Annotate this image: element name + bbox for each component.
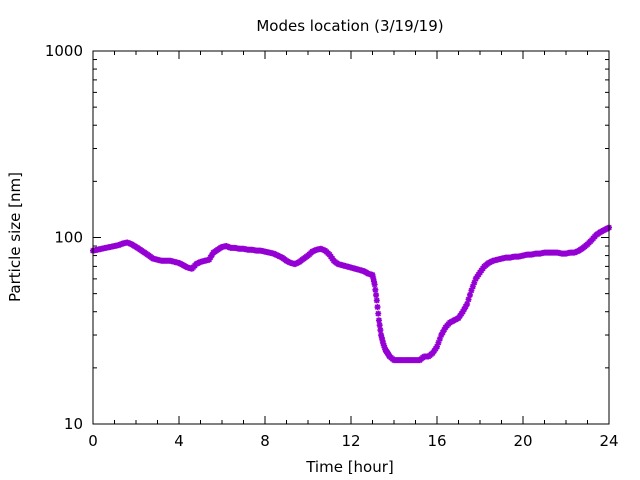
data-point [465, 296, 472, 303]
data-point [370, 278, 377, 285]
data-point [377, 327, 384, 334]
data-point [435, 339, 442, 346]
y-tick-label: 1000 [45, 42, 83, 60]
data-point [374, 304, 381, 311]
data-point [468, 287, 475, 294]
data-point [375, 317, 382, 324]
data-point [369, 271, 376, 278]
data-point [459, 308, 466, 315]
data-point [441, 326, 448, 333]
data-point [471, 279, 478, 286]
x-tick-label: 12 [341, 432, 360, 450]
data-point [464, 300, 471, 307]
data-point [373, 297, 380, 304]
y-tick-label: 10 [64, 415, 83, 433]
data-point [439, 329, 446, 336]
data-point [434, 343, 440, 350]
x-tick-label: 8 [260, 432, 270, 450]
data-point [438, 332, 445, 339]
data-point [466, 291, 473, 298]
x-tick-label: 24 [599, 432, 618, 450]
data-point [469, 283, 476, 290]
x-tick-label: 16 [427, 432, 446, 450]
plot-frame [92, 50, 610, 425]
x-tick-label: 20 [513, 432, 532, 450]
x-axis-label: Time [hour] [305, 458, 394, 476]
data-point [371, 281, 378, 288]
chart-title: Modes location (3/19/19) [256, 17, 443, 35]
data-points [90, 224, 612, 364]
x-tick-label: 4 [174, 432, 184, 450]
data-point [372, 286, 379, 293]
data-point [436, 335, 443, 342]
data-point [461, 306, 468, 313]
data-point [462, 303, 469, 310]
data-point [370, 275, 377, 282]
x-tick-label: 0 [88, 432, 98, 450]
data-point [376, 322, 383, 329]
y-axis-label: Particle size [nm] [6, 172, 24, 302]
y-tick-label: 100 [54, 229, 83, 247]
data-point [375, 310, 382, 317]
axis-ticks: 0 4 8 12 16 20 24 10 100 1000 [45, 42, 619, 450]
data-point [373, 292, 380, 299]
